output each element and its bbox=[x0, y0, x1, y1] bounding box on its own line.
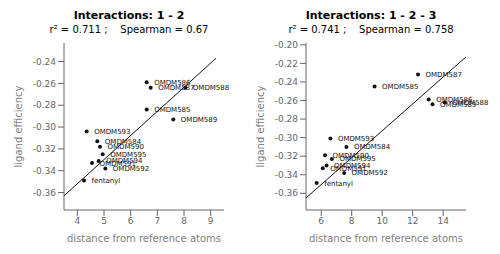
svg-text:OMDM590: OMDM590 bbox=[107, 143, 144, 152]
svg-text:6: 6 bbox=[318, 216, 324, 226]
html-text:Interactions: 1 - 2: Interactions: 1 - 2 bbox=[73, 9, 185, 22]
svg-text:7: 7 bbox=[154, 216, 160, 226]
html-text:r² = 0.741 ; Spearman = 0.758: r² = 0.741 ; Spearman = 0.758 bbox=[288, 24, 454, 35]
html-text:r² = 0.711 ; Spearman = 0.67: r² = 0.711 ; Spearman = 0.67 bbox=[49, 24, 209, 35]
svg-text:OMDM592: OMDM592 bbox=[113, 165, 149, 173]
svg-text:fentanyl: fentanyl bbox=[92, 177, 121, 185]
svg-text:OMDM591: OMDM591 bbox=[99, 159, 136, 168]
svg-text:OMDM589: OMDM589 bbox=[181, 116, 217, 124]
svg-text:-0.36: -0.36 bbox=[33, 188, 57, 198]
svg-text:10: 10 bbox=[376, 216, 388, 226]
svg-text:distance from reference atoms: distance from reference atoms bbox=[67, 233, 221, 244]
html-text:Interactions: 1 - 2 - 3: Interactions: 1 - 2 - 3 bbox=[305, 9, 437, 22]
svg-text:OMDM588: OMDM588 bbox=[193, 84, 229, 92]
svg-text:-0.22: -0.22 bbox=[275, 59, 298, 69]
svg-text:6: 6 bbox=[128, 216, 134, 226]
svg-text:-0.26: -0.26 bbox=[33, 79, 57, 89]
svg-text:OMDM595: OMDM595 bbox=[110, 150, 147, 159]
svg-text:OMDM587: OMDM587 bbox=[426, 71, 462, 79]
svg-text:-0.34: -0.34 bbox=[275, 170, 299, 180]
svg-text:ligand efficiency: ligand efficiency bbox=[255, 85, 266, 167]
svg-text:OMDM585: OMDM585 bbox=[154, 106, 190, 114]
svg-text:ligand efficiency: ligand efficiency bbox=[13, 85, 24, 167]
svg-text:5: 5 bbox=[101, 216, 107, 226]
svg-text:-0.36: -0.36 bbox=[275, 188, 299, 198]
svg-text:OMDM584: OMDM584 bbox=[104, 137, 142, 146]
svg-text:OMDM591: OMDM591 bbox=[330, 164, 367, 173]
svg-text:-0.30: -0.30 bbox=[33, 122, 57, 132]
svg-text:fentanyl: fentanyl bbox=[324, 180, 353, 188]
svg-text:-0.24: -0.24 bbox=[33, 57, 57, 67]
svg-text:4: 4 bbox=[74, 216, 80, 226]
svg-text:8: 8 bbox=[349, 216, 355, 226]
svg-text:OMDM584: OMDM584 bbox=[354, 143, 391, 151]
svg-text:-0.28: -0.28 bbox=[33, 100, 57, 110]
svg-text:OMDM588: OMDM588 bbox=[452, 99, 488, 107]
svg-text:OMDM586: OMDM586 bbox=[154, 78, 191, 87]
svg-text:OMDM593: OMDM593 bbox=[338, 135, 374, 143]
svg-text:9: 9 bbox=[208, 216, 214, 226]
svg-text:-0.26: -0.26 bbox=[275, 96, 299, 106]
svg-text:OMDM593: OMDM593 bbox=[94, 128, 130, 136]
svg-text:-0.24: -0.24 bbox=[275, 77, 299, 87]
svg-text:OMDM595: OMDM595 bbox=[339, 155, 376, 164]
svg-text:distance from reference atoms: distance from reference atoms bbox=[309, 233, 463, 244]
svg-text:-0.32: -0.32 bbox=[275, 151, 298, 161]
svg-text:-0.34: -0.34 bbox=[33, 166, 57, 176]
svg-text:-0.28: -0.28 bbox=[275, 114, 299, 124]
svg-text:-0.20: -0.20 bbox=[275, 40, 299, 50]
svg-text:12: 12 bbox=[407, 216, 418, 226]
svg-text:OMDM587: OMDM587 bbox=[158, 84, 194, 92]
svg-text:OMDM592: OMDM592 bbox=[352, 169, 388, 177]
svg-text:14: 14 bbox=[437, 216, 449, 226]
svg-text:-0.32: -0.32 bbox=[33, 144, 56, 154]
svg-text:OMDM585: OMDM585 bbox=[382, 83, 418, 91]
svg-text:8: 8 bbox=[181, 216, 187, 226]
svg-text:-0.30: -0.30 bbox=[275, 133, 299, 143]
